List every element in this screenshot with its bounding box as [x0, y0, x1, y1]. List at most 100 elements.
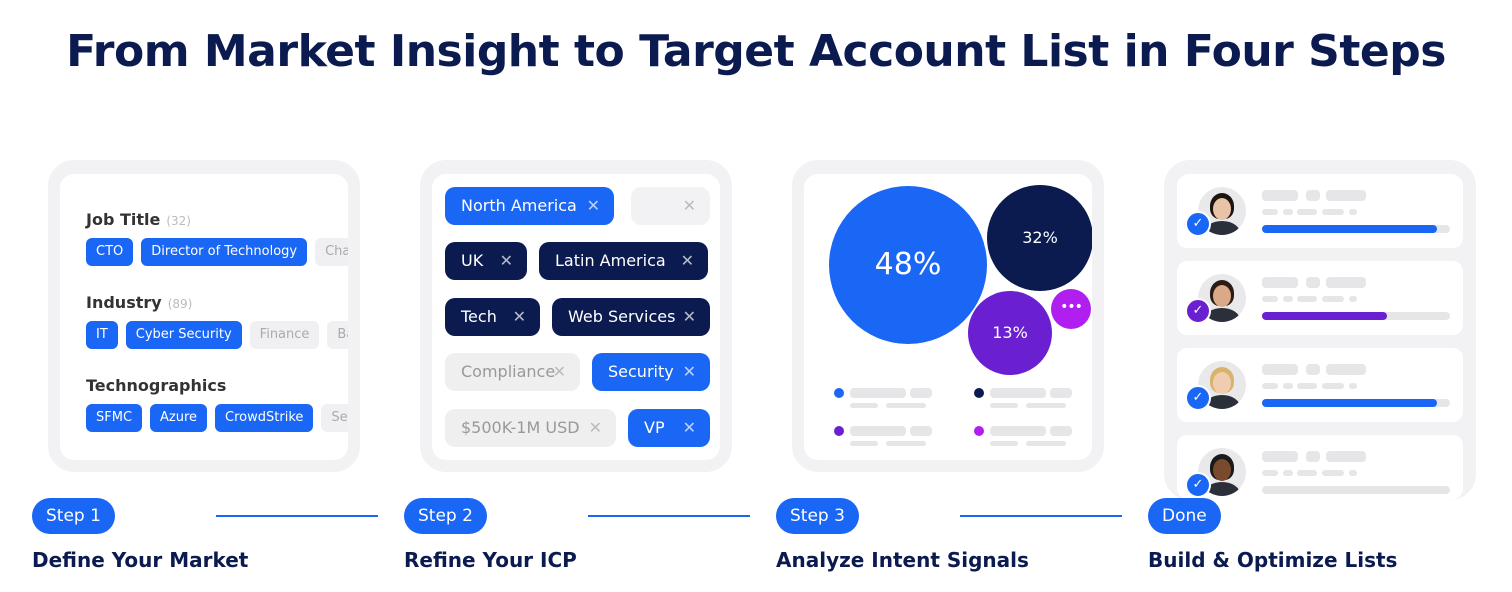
- intent-bubble: 13%: [968, 291, 1052, 375]
- step-badge: Step 3: [776, 498, 859, 534]
- filter-count: (32): [166, 214, 191, 228]
- filter-label: Industry (89): [86, 293, 192, 312]
- chip-text: Web Services: [568, 307, 676, 326]
- filter-label-text: Job Title: [86, 210, 161, 229]
- placeholder: [850, 403, 878, 408]
- page-title: From Market Insight to Target Account Li…: [66, 26, 1446, 77]
- placeholder: [1322, 296, 1344, 302]
- placeholder: [1050, 426, 1072, 436]
- icp-chip: Latin America ✕: [539, 242, 708, 280]
- placeholder: [910, 426, 932, 436]
- icp-chip: VP ✕: [628, 409, 710, 447]
- placeholder: [1306, 277, 1320, 288]
- filter-count: (89): [167, 297, 193, 311]
- step-badge: Done: [1148, 498, 1221, 534]
- icp-chip: Tech ✕: [445, 298, 540, 336]
- progress-fill: [1262, 225, 1437, 233]
- avatar: [1198, 274, 1246, 322]
- filter-tag: Azure: [150, 404, 208, 432]
- chip-text: Security: [608, 362, 674, 381]
- placeholder: [1262, 470, 1278, 476]
- filter-tag: Chai: [315, 238, 348, 266]
- avatar-body: [1204, 221, 1240, 235]
- placeholder: [1262, 451, 1298, 462]
- chip-text: VP: [644, 418, 665, 437]
- chip-remove: ✕: [682, 196, 696, 215]
- step-title: Refine Your ICP: [404, 548, 577, 572]
- check-badge: ✓: [1185, 385, 1211, 411]
- placeholder: [1262, 296, 1278, 302]
- avatar-body: [1204, 395, 1240, 409]
- placeholder: [1283, 470, 1293, 476]
- card-body: Job Title (32) CTO Director of Technology Ch…: [60, 174, 348, 460]
- placeholder: [1326, 451, 1366, 462]
- step-title: Define Your Market: [32, 548, 249, 572]
- avatar: [1198, 448, 1246, 496]
- placeholder: [1026, 403, 1066, 408]
- placeholder: [1349, 383, 1357, 389]
- check-badge: ✓: [1185, 211, 1211, 237]
- placeholder: [1326, 364, 1366, 375]
- chip-text: Compliance: [461, 362, 556, 381]
- filter-label: Job Title (32): [86, 210, 191, 229]
- avatar-face: [1213, 372, 1231, 394]
- placeholder: [1297, 209, 1317, 215]
- check-badge: ✓: [1185, 472, 1211, 498]
- progress-fill: [1262, 399, 1437, 407]
- placeholder: [1262, 383, 1278, 389]
- legend-dot: [834, 426, 844, 436]
- chip-remove: ✕: [588, 418, 602, 437]
- icp-chip: UK ✕: [445, 242, 527, 280]
- legend-dot: [834, 388, 844, 398]
- chip-text: UK: [461, 251, 484, 270]
- filter-tag: IT: [86, 321, 118, 349]
- placeholder: [1297, 296, 1317, 302]
- chip-remove: ✕: [682, 418, 696, 437]
- step-card: ✓ ✓ ✓ ✓: [1164, 160, 1476, 500]
- filter-label-text: Intent Signals: [86, 458, 212, 460]
- avatar-body: [1204, 308, 1240, 322]
- placeholder: [1322, 383, 1344, 389]
- chip-remove: ✕: [552, 362, 566, 381]
- connector-line: [960, 515, 1122, 517]
- filter-label: Intent Signals: [86, 458, 212, 460]
- empty-chip: ✕: [631, 187, 710, 225]
- contact-row: ✓: [1177, 435, 1463, 500]
- card-body: 48% 32% 13% •••: [804, 174, 1092, 460]
- placeholder: [850, 441, 878, 446]
- step-card: ✕ North America ✕ UK ✕ Latin America ✕ Tech ✕ Web…: [420, 160, 732, 472]
- legend-dot: [974, 388, 984, 398]
- placeholder: [1283, 209, 1293, 215]
- chip-remove: ✕: [680, 251, 694, 270]
- filter-tag: Director of Technology: [141, 238, 308, 266]
- placeholder: [1262, 364, 1298, 375]
- placeholder: [1050, 388, 1072, 398]
- placeholder: [990, 441, 1018, 446]
- placeholder: [850, 388, 906, 398]
- step-card: Job Title (32) CTO Director of Technology Ch…: [48, 160, 360, 472]
- filter-tag: CTO: [86, 238, 134, 266]
- tag-row: SFMC Azure CrowdStrike Se: [86, 404, 348, 432]
- filter-tag: Finance: [249, 321, 320, 349]
- step-badge: Step 1: [32, 498, 115, 534]
- chip-remove: ✕: [512, 307, 526, 326]
- placeholder: [990, 403, 1018, 408]
- more-bubble: •••: [1051, 289, 1091, 329]
- placeholder: [1306, 364, 1320, 375]
- avatar-face: [1213, 459, 1231, 481]
- placeholder: [1283, 296, 1293, 302]
- placeholder: [1306, 190, 1320, 201]
- avatar-body: [1204, 482, 1240, 496]
- contact-row: ✓: [1177, 261, 1463, 335]
- placeholder: [1283, 383, 1293, 389]
- icp-chip: Security ✕: [592, 353, 710, 391]
- placeholder: [1326, 277, 1366, 288]
- connector-line: [216, 515, 378, 517]
- placeholder: [990, 388, 1046, 398]
- filter-tag: Ba: [327, 321, 348, 349]
- contact-row: ✓: [1177, 174, 1463, 248]
- icp-chip: $500K-1M USD ✕: [445, 409, 616, 447]
